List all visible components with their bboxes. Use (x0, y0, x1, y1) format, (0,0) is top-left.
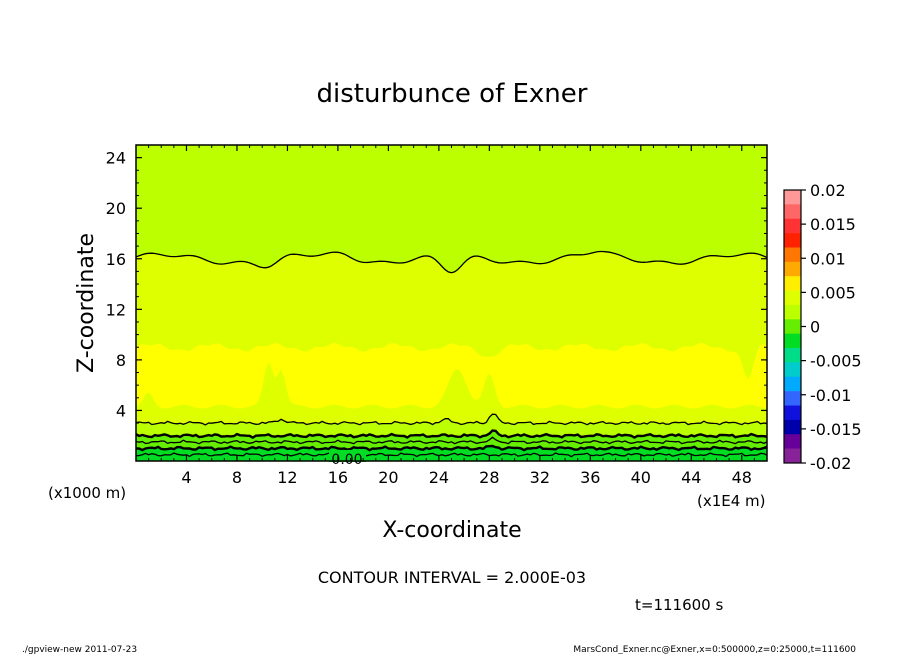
x-scale-label: (x1E4 m) (697, 492, 766, 510)
x-tick-label: 12 (277, 468, 297, 487)
contour-line (136, 429, 767, 439)
x-axis: 4 8 12 16 20 24 28 32 36 40 44 48 (148, 145, 755, 487)
colorbar-segment (784, 391, 801, 406)
colorbar-segment (784, 233, 801, 248)
contour-interval-text: CONTOUR INTERVAL = 2.000E-03 (318, 568, 586, 587)
region-inner-field (136, 342, 767, 409)
x-tick-label: 16 (328, 468, 348, 487)
footer-left: ./gpview-new 2011-07-23 (22, 645, 137, 654)
x-tick-label: 4 (181, 468, 191, 487)
colorbar-label: 0.01 (810, 249, 846, 268)
colorbar-segment (784, 290, 801, 306)
colorbar-segment (784, 218, 801, 234)
colorbar-segment (784, 247, 801, 263)
colorbar: 0.02 0.015 0.01 0.005 0 -0.005 -0.01 -0.015 -0.0… (783, 181, 862, 473)
colorbar-segment (784, 362, 801, 378)
colorbar-label: -0.005 (810, 352, 862, 371)
y-tick-label: 24 (106, 149, 126, 168)
x-tick-label: 28 (479, 468, 499, 487)
colorbar-label: -0.02 (810, 454, 851, 473)
contour-line (136, 444, 767, 452)
x-tick-label: 32 (530, 468, 550, 487)
colorbar-segment (784, 304, 801, 320)
colorbar-segment (784, 333, 801, 349)
colorbar-label: 0.02 (810, 181, 846, 200)
colorbar-segment (784, 261, 801, 277)
y-tick-label: 8 (116, 351, 126, 370)
x-unit-label: (x1000 m) (48, 484, 126, 502)
colorbar-label: -0.01 (810, 386, 851, 405)
colorbar-segment (784, 190, 801, 205)
time-label: t=111600 s (635, 596, 723, 614)
y-tick-label: 20 (106, 199, 126, 218)
x-tick-label: 24 (429, 468, 449, 487)
colorbar-segment (784, 434, 801, 449)
y-tick-label: 16 (106, 250, 126, 269)
colorbar-label: -0.015 (810, 420, 862, 439)
contour-line (136, 413, 767, 426)
colorbar-segment (784, 348, 801, 363)
y-axis-label: Z-coordinate (74, 233, 99, 373)
colorbar-segment (784, 419, 801, 435)
x-tick-label: 48 (732, 468, 752, 487)
colorbar-segment (784, 376, 801, 392)
contour-label: 0.00 (331, 452, 362, 468)
y-tick-label: 12 (106, 300, 126, 319)
colorbar-segment (784, 204, 801, 220)
colorbar-label: 0.005 (810, 283, 856, 302)
contour-line (136, 250, 767, 274)
y-axis: 4 8 12 16 20 24 (106, 149, 767, 449)
y-tick-label: 4 (116, 401, 126, 420)
chart-title: disturbunce of Exner (317, 79, 588, 109)
colorbar-segment (784, 405, 801, 421)
colorbar-segment (784, 276, 801, 291)
contour-line (136, 452, 767, 458)
colorbar-segment (784, 319, 801, 334)
x-tick-label: 44 (681, 468, 701, 487)
x-tick-label: 20 (378, 468, 398, 487)
x-tick-label: 36 (580, 468, 600, 487)
colorbar-label: 0 (810, 318, 820, 337)
contour-line (136, 436, 767, 445)
x-tick-label: 40 (631, 468, 651, 487)
colorbar-label: 0.015 (810, 215, 856, 234)
x-tick-label: 8 (232, 468, 242, 487)
footer-right: MarsCond_Exner.nc@Exner,x=0:500000,z=0:2… (573, 645, 856, 654)
colorbar-segment (784, 448, 801, 464)
x-axis-label: X-coordinate (382, 518, 521, 543)
plot-area: 0.00 (135, 144, 768, 468)
